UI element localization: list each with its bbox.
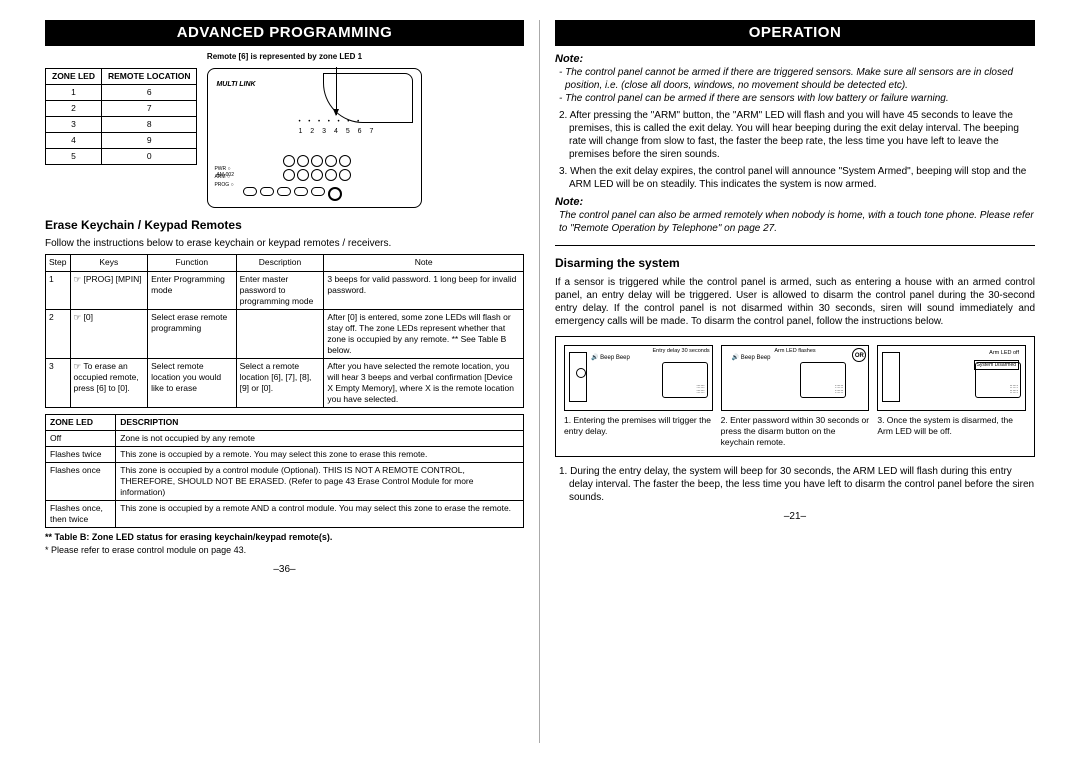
led-row-icon: • • • • • • •1 2 3 4 5 6 7: [298, 119, 376, 137]
note-1a: - The control panel cannot be armed if t…: [559, 66, 1035, 92]
panel-icon: [662, 362, 708, 398]
diagram-row: Entry delay 30 seconds 🔊 Beep Beep 1. En…: [555, 336, 1035, 457]
diag-cap-1: 1. Entering the premises will trigger th…: [564, 415, 713, 437]
disarm-p: If a sensor is triggered while the contr…: [555, 276, 1035, 328]
device-diagram: MULTI LINK • • • • • • •1 2 3 4 5 6 7 PW…: [207, 68, 422, 208]
top-row: ZONE LEDREMOTE LOCATION 16 27 38 49 50 M…: [45, 68, 524, 208]
step-table: Step Keys Function Description Note 1 ☞ …: [45, 254, 524, 408]
zone-th-1: REMOTE LOCATION: [101, 68, 196, 84]
diag-1: Entry delay 30 seconds 🔊 Beep Beep: [564, 345, 713, 411]
diag-2: Arm LED flashes 🔊 Beep Beep OR: [721, 345, 870, 411]
section-title: Erase Keychain / Keypad Remotes: [45, 218, 524, 234]
note-hdr-2: Note:: [555, 195, 1035, 209]
disarm-hdr: Disarming the system: [555, 256, 1035, 272]
person-icon: [575, 376, 585, 398]
page-right: OPERATION Note: - The control panel cann…: [540, 20, 1050, 743]
foot-2: * Please refer to erase control module o…: [45, 545, 524, 557]
diag-col-3: Arm LED off System Disarmed 3. Once the …: [877, 345, 1026, 448]
note-2: The control panel can also be armed remo…: [559, 209, 1035, 235]
diag-col-1: Entry delay 30 seconds 🔊 Beep Beep 1. En…: [564, 345, 713, 448]
banner-left: ADVANCED PROGRAMMING: [45, 20, 524, 46]
diag-3: Arm LED off System Disarmed: [877, 345, 1026, 411]
zone-table: ZONE LEDREMOTE LOCATION 16 27 38 49 50: [45, 68, 197, 165]
section-sub: Follow the instructions below to erase k…: [45, 237, 524, 250]
banner-right: OPERATION: [555, 20, 1035, 46]
num-2: 2. After pressing the "ARM" button, the …: [559, 109, 1035, 161]
foot-1: ** Table B: Zone LED status for erasing …: [45, 532, 524, 544]
zone-th-0: ZONE LED: [46, 68, 102, 84]
panel-icon: [800, 362, 846, 398]
last-num: 1. During the entry delay, the system wi…: [559, 465, 1035, 504]
page-num-left: –36–: [45, 563, 524, 576]
panel-icon: [975, 362, 1021, 398]
page-left: ADVANCED PROGRAMMING Remote [6] is repre…: [30, 20, 540, 743]
device-model: AM-002: [216, 172, 234, 179]
diag-cap-3: 3. Once the system is disarmed, the Arm …: [877, 415, 1026, 437]
diag-col-2: Arm LED flashes 🔊 Beep Beep OR 2. Enter …: [721, 345, 870, 448]
diag-cap-2: 2. Enter password within 30 seconds or p…: [721, 415, 870, 448]
bottom-buttons-icon: [243, 187, 342, 201]
caption: Remote [6] is represented by zone LED 1: [45, 52, 524, 62]
desc-table: ZONE LEDDESCRIPTION OffZone is not occup…: [45, 414, 524, 528]
note-hdr-1: Note:: [555, 52, 1035, 66]
num-3: 3. When the exit delay expires, the cont…: [559, 165, 1035, 191]
device-brand: MULTI LINK: [216, 81, 255, 88]
note-1b: - The control panel can be armed if ther…: [559, 92, 1035, 105]
keypad-icon: [283, 155, 351, 183]
page-num-right: –21–: [555, 510, 1035, 523]
divider: [555, 245, 1035, 246]
door-icon: [882, 352, 900, 402]
or-badge: OR: [852, 348, 866, 362]
